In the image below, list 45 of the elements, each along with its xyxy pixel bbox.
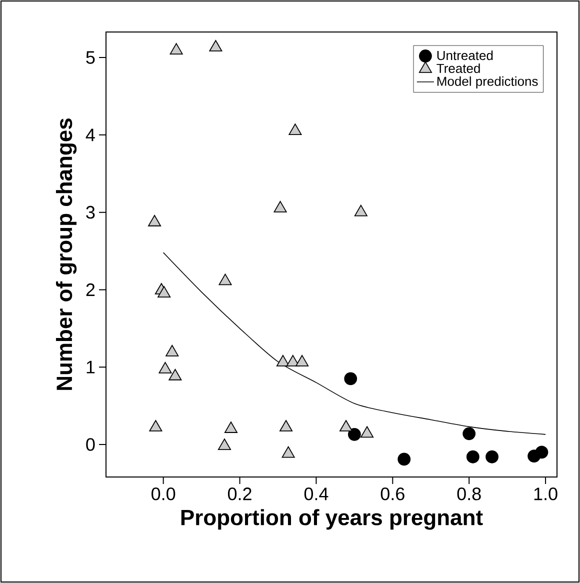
point <box>486 450 498 464</box>
x-tick-label: 0.8 <box>457 488 481 500</box>
point <box>288 124 302 136</box>
point <box>149 420 162 432</box>
point <box>168 368 182 380</box>
y-tick-label: 3 <box>86 206 95 219</box>
point <box>166 344 179 356</box>
point <box>535 446 548 459</box>
point <box>148 214 162 226</box>
point <box>218 274 232 286</box>
point <box>360 426 374 438</box>
point <box>348 428 361 441</box>
x-tick-label: 0.4 <box>304 488 328 500</box>
point <box>462 427 476 440</box>
point <box>218 438 231 450</box>
y-tick-label: 2 <box>86 283 95 296</box>
x-tick-label: 0.2 <box>228 488 252 500</box>
y-tick-label: 5 <box>86 51 95 64</box>
legend-label: Treated <box>436 63 480 74</box>
x-axis-title: Proportion of years pregnant <box>181 509 483 530</box>
y-tick-label: 1 <box>86 360 95 374</box>
point <box>274 201 287 212</box>
point <box>158 362 172 374</box>
y-tick-label: 0 <box>86 438 95 451</box>
point <box>282 446 295 458</box>
y-axis-title: Number of group changes <box>56 118 77 390</box>
point <box>286 355 300 366</box>
point <box>466 450 480 464</box>
point <box>354 204 368 216</box>
point <box>398 452 411 466</box>
legend-label: Untreated <box>437 50 493 60</box>
x-tick-label: 0.0 <box>152 488 176 500</box>
point <box>276 355 290 366</box>
point <box>209 40 222 52</box>
legend-label: Model predictions <box>437 76 538 89</box>
point <box>340 420 353 432</box>
x-tick-label: 1.0 <box>534 488 558 500</box>
point <box>344 372 358 386</box>
point <box>224 422 238 433</box>
y-tick-label: 4 <box>86 128 95 142</box>
point <box>170 43 183 55</box>
point <box>158 286 171 298</box>
point <box>296 355 309 366</box>
x-tick-label: 0.6 <box>380 488 404 500</box>
point <box>280 420 293 432</box>
